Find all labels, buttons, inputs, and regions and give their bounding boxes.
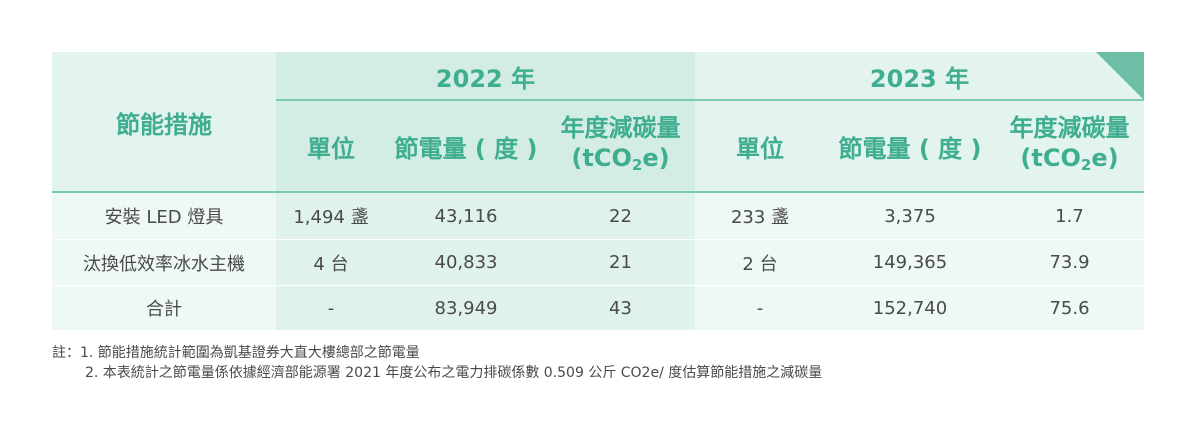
row-divider: [52, 239, 1144, 240]
header-reduction-2023: 年度減碳量 (tCO2e): [995, 101, 1144, 192]
footnotes: 註：1. 節能措施統計範圍為凱基證券大直大樓總部之節電量 2. 本表統計之節電量…: [52, 343, 822, 383]
header-reduction-line2: (tCO2e): [1020, 144, 1119, 174]
header-reduction-2022: 年度減碳量 (tCO2e): [546, 101, 695, 192]
header-unit-2023: 單位: [736, 135, 784, 163]
row2-reduction-2022: 21: [609, 252, 632, 273]
header-saving-2023: 節電量 ( 度 ): [838, 135, 982, 163]
header-reduction-line1: 年度減碳量: [1009, 114, 1130, 142]
row1-unit-2023: 233 盞: [730, 207, 790, 228]
footnote-1: 註：1. 節能措施統計範圍為凱基證券大直大樓總部之節電量: [52, 345, 420, 361]
header-unit-2022: 單位: [307, 135, 355, 163]
row1-reduction-2022: 22: [609, 205, 632, 227]
row2-saving-2022: 40,833: [434, 252, 498, 273]
row3-saving-2023: 152,740: [872, 297, 948, 319]
header-year-2022: 2022 年: [435, 64, 536, 93]
header-reduction-line1: 年度減碳量: [560, 114, 681, 142]
header-year-2023: 2023 年: [869, 64, 970, 93]
row2-unit-2023: 2 台: [742, 253, 778, 275]
row2-unit-2022: 4 台: [313, 253, 349, 275]
header-bottom-line: [52, 191, 1144, 193]
row1-saving-2023: 3,375: [884, 205, 936, 227]
header-reduction-line2: (tCO2e): [571, 144, 670, 174]
header-saving-2022: 節電量 ( 度 ): [394, 135, 538, 163]
row2-reduction-2023: 73.9: [1049, 252, 1090, 273]
row3-reduction-2023: 75.6: [1049, 297, 1090, 319]
corner-decoration: [1096, 52, 1144, 100]
header-2022-background: [276, 52, 695, 192]
header-divider: [276, 99, 1144, 101]
row3-unit-2023: -: [756, 297, 764, 319]
row1-saving-2022: 43,116: [434, 205, 498, 227]
row3-reduction-2022: 43: [609, 297, 632, 319]
row1-unit-2022: 1,494 盞: [293, 207, 369, 228]
row3-measure: 合計: [146, 299, 182, 320]
footnote-2: 2. 本表統計之節電量係依據經濟部能源署 2021 年度公布之電力排碳係數 0.…: [85, 365, 823, 381]
row3-unit-2022: -: [327, 297, 335, 319]
row1-reduction-2023: 1.7: [1055, 205, 1084, 227]
row-divider: [52, 285, 1144, 286]
row2-saving-2023: 149,365: [872, 252, 948, 273]
row1-measure: 安裝 LED 燈具: [104, 207, 224, 228]
row2-measure: 汰換低效率冰水主機: [83, 253, 245, 275]
header-measure: 節能措施: [116, 110, 212, 139]
energy-saving-table: 節能措施 2022 年 2023 年 單位 節電量 ( 度 ) 年度減碳量 (t…: [52, 52, 1144, 330]
row3-saving-2022: 83,949: [434, 297, 498, 319]
